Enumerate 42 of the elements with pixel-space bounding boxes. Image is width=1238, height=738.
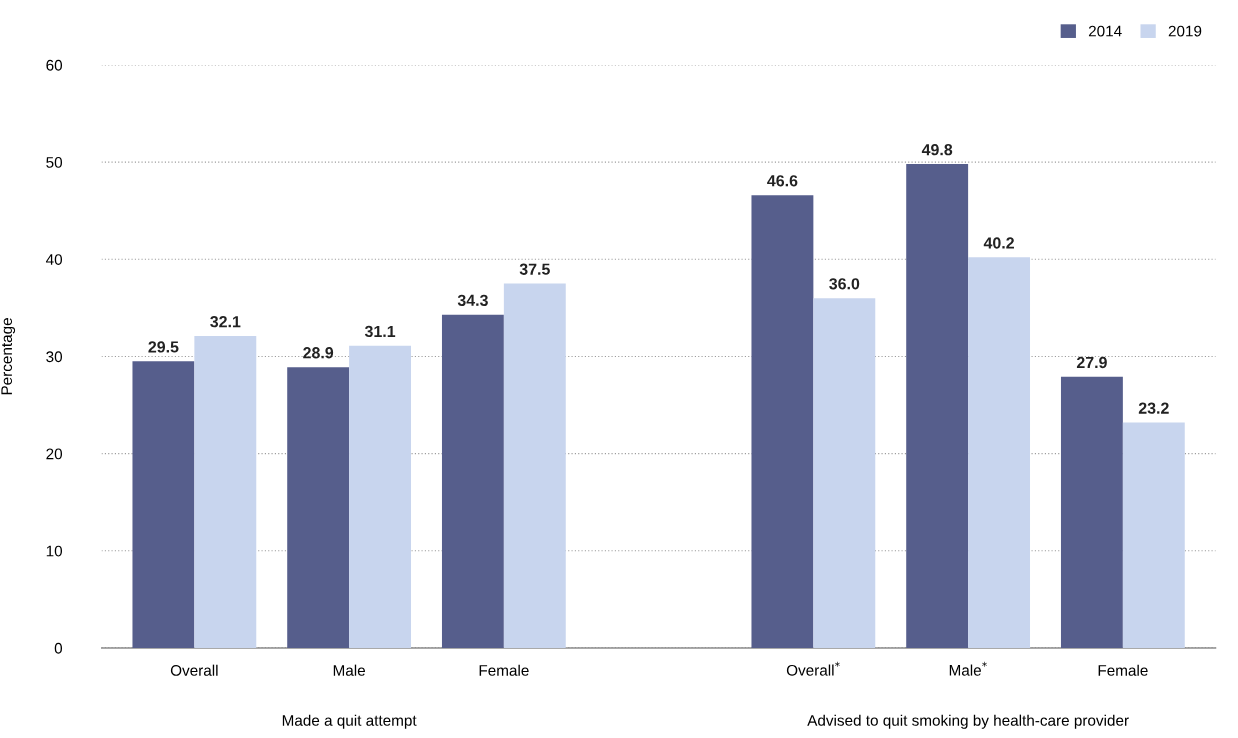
- bar: [751, 195, 814, 648]
- y-tick-label: 40: [45, 254, 63, 265]
- data-label: 23.2: [1138, 402, 1169, 414]
- data-label: 36.0: [829, 278, 860, 290]
- data-label: 49.8: [921, 144, 953, 156]
- y-tick-label: 60: [46, 59, 63, 71]
- y-tick-label: 20: [46, 448, 63, 460]
- bar: [813, 298, 876, 648]
- x-tick-label: Female: [479, 664, 529, 676]
- data-label: 27.9: [1076, 356, 1107, 369]
- y-tick-label: 0: [54, 642, 63, 654]
- x-tick-label: Overall$^{*}$: [786, 661, 840, 676]
- data-label: 37.5: [519, 263, 550, 275]
- legend-label: 2014: [1088, 25, 1122, 37]
- data-label: 28.9: [303, 347, 334, 359]
- bar: [1122, 422, 1185, 648]
- bar: [906, 164, 969, 648]
- data-label: 46.6: [767, 175, 798, 187]
- x-tick-label: Male: [333, 664, 365, 676]
- data-label: 34.3: [457, 294, 488, 306]
- text: Made a quit attempt: [282, 714, 417, 729]
- data-label: 31.1: [364, 325, 396, 338]
- bar: [968, 257, 1031, 648]
- x-tick-label: Overall: [170, 664, 218, 676]
- data-label: 32.1: [210, 316, 241, 328]
- bar: [1060, 376, 1123, 648]
- data-label: 40.2: [983, 237, 1014, 249]
- text: Advised to quit smoking by health-care provider: [807, 714, 1129, 729]
- x-tick-label: Male$^{*}$: [949, 661, 987, 676]
- y-tick-label: 50: [46, 156, 63, 168]
- y-axis-title: Percentage: [1, 318, 16, 395]
- bar: [503, 283, 566, 648]
- data-label: 29.5: [148, 341, 179, 353]
- x-tick-label: Female: [1098, 664, 1148, 676]
- bar: [194, 336, 257, 648]
- bar: [132, 361, 195, 648]
- bar: [441, 314, 504, 648]
- y-tick-label: 30: [46, 351, 63, 363]
- legend-label: 2019: [1168, 25, 1202, 37]
- y-tick-label: 10: [46, 545, 63, 557]
- bar: [287, 367, 350, 648]
- bar: [349, 345, 412, 648]
